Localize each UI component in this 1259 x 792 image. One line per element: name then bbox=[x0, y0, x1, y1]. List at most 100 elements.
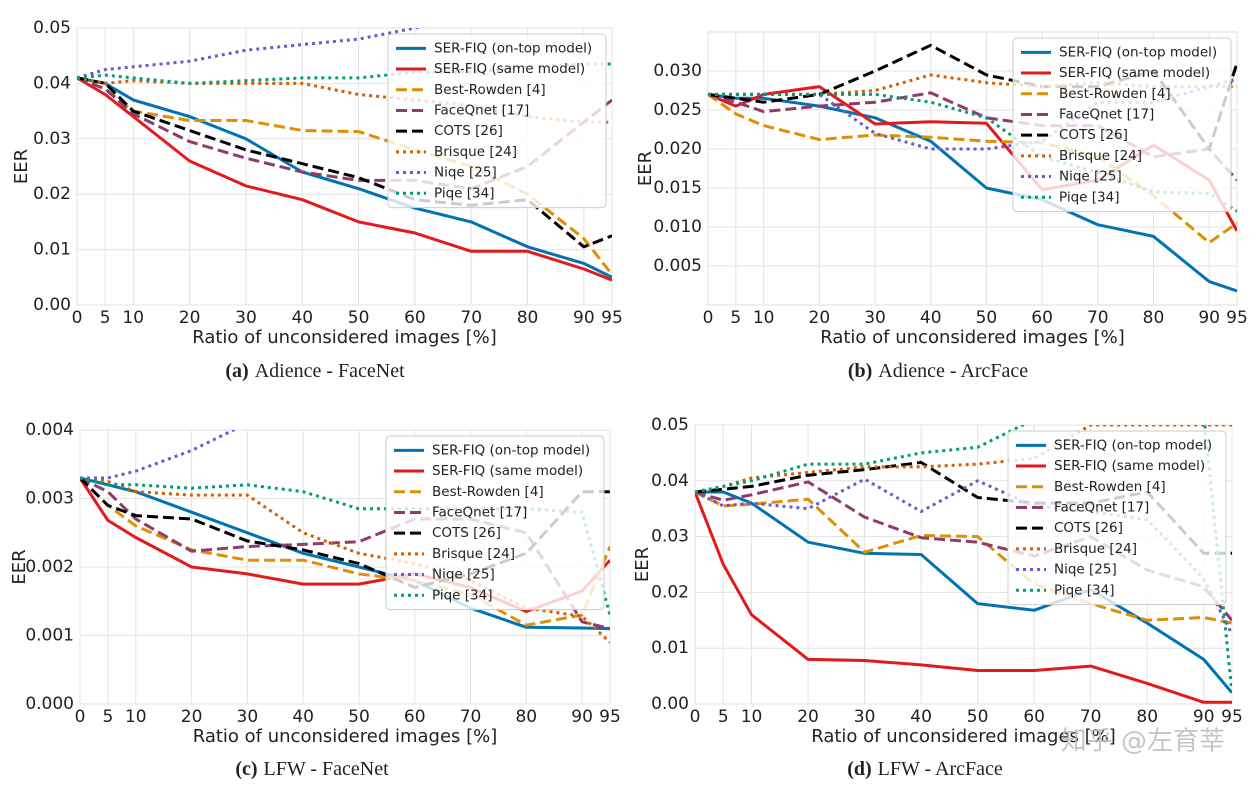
x-tick-label: 60 bbox=[1023, 707, 1045, 727]
x-tick-label: 40 bbox=[292, 707, 314, 727]
legend-label: Niqe [25] bbox=[432, 567, 495, 583]
y-tick-label: 0.05 bbox=[33, 18, 71, 38]
x-tick-label: 0 bbox=[75, 707, 86, 727]
x-tick-label: 90 bbox=[573, 308, 595, 328]
x-tick-label: 20 bbox=[809, 308, 831, 328]
legend-label: FaceQnet [17] bbox=[432, 504, 527, 520]
y-tick-label: 0.03 bbox=[651, 527, 689, 547]
series-line bbox=[80, 476, 610, 631]
series-line bbox=[695, 490, 1232, 625]
series-line bbox=[695, 425, 1232, 693]
y-tick-label: 0.004 bbox=[25, 420, 74, 440]
caption: (d) LFW - ArcFace bbox=[847, 758, 1003, 780]
x-tick-label: 90 bbox=[1198, 308, 1220, 328]
x-axis-label: Ratio of unconsidered images [%] bbox=[811, 726, 1116, 747]
x-tick-label: 10 bbox=[122, 308, 144, 328]
legend: SER-FIQ (on-top model) SER-FIQ (same mode… bbox=[385, 435, 605, 611]
x-tick-label: 90 bbox=[1193, 707, 1215, 727]
x-axis-label: Ratio of unconsidered images [%] bbox=[192, 327, 497, 348]
y-tick-label: 0.02 bbox=[651, 582, 689, 602]
panel: 0.005 0.010 0.015 0.020 0.025 0.030 0 5 10 20 30 40… bbox=[635, 31, 1248, 382]
y-tick-label: 0.005 bbox=[653, 256, 702, 276]
legend-label: Brisque [24] bbox=[1054, 541, 1137, 557]
caption-text: Adience - FaceNet bbox=[255, 360, 405, 382]
legend-label: Best-Rowden [4] bbox=[1059, 86, 1171, 102]
legend-label: Piqe [34] bbox=[1054, 582, 1114, 598]
series-line bbox=[77, 76, 612, 282]
x-tick-label: 10 bbox=[753, 308, 775, 328]
series-line bbox=[695, 490, 1232, 694]
x-tick-label: 60 bbox=[404, 308, 426, 328]
legend-label: Niqe [25] bbox=[1059, 169, 1122, 185]
x-tick-label: 90 bbox=[571, 707, 593, 727]
legend-label: COTS [26] bbox=[1054, 520, 1123, 536]
legend-label: Piqe [34] bbox=[434, 185, 494, 201]
legend-label: FaceQnet [17] bbox=[1054, 499, 1149, 515]
legend-box bbox=[385, 435, 605, 611]
legend-label: COTS [26] bbox=[1059, 127, 1128, 143]
x-tick-label: 50 bbox=[348, 707, 370, 727]
legend-label: Niqe [25] bbox=[1054, 562, 1117, 578]
legend-label: SER-FIQ (same model) bbox=[434, 61, 585, 77]
x-tick-label: 20 bbox=[797, 707, 819, 727]
x-tick-label: 70 bbox=[460, 308, 482, 328]
caption-text: LFW - FaceNet bbox=[264, 758, 390, 780]
y-tick-label: 0.020 bbox=[653, 139, 702, 159]
x-tick-label: 20 bbox=[181, 707, 203, 727]
y-tick-label: 0.002 bbox=[25, 557, 74, 577]
legend: SER-FIQ (on-top model) SER-FIQ (same mode… bbox=[387, 33, 607, 209]
legend-label: SER-FIQ (on-top model) bbox=[1059, 44, 1217, 60]
x-tick-label: 80 bbox=[515, 707, 537, 727]
x-tick-label: 95 bbox=[599, 707, 621, 727]
series-line bbox=[80, 430, 237, 480]
y-tick-label: 0.05 bbox=[651, 415, 689, 435]
legend-label: Brisque [24] bbox=[432, 546, 515, 562]
x-axis-label: Ratio of unconsidered images [%] bbox=[193, 726, 498, 747]
panel: 0.00 0.01 0.02 0.03 0.04 0.05 0 5 10 20 30 40 50 60 70… bbox=[632, 415, 1243, 780]
y-axis-label: EER bbox=[632, 547, 653, 582]
caption: (a) Adience - FaceNet bbox=[225, 360, 405, 382]
x-tick-label: 10 bbox=[125, 707, 147, 727]
watermark: 知乎 @左育莘 bbox=[1061, 727, 1225, 757]
x-tick-label: 50 bbox=[976, 308, 998, 328]
x-tick-label: 10 bbox=[741, 707, 763, 727]
legend-label: COTS [26] bbox=[434, 123, 503, 139]
y-tick-label: 0.003 bbox=[25, 489, 74, 509]
legend-label: Piqe [34] bbox=[432, 587, 492, 603]
legend-label: Niqe [25] bbox=[434, 165, 497, 181]
x-tick-label: 40 bbox=[291, 308, 313, 328]
legend-label: Best-Rowden [4] bbox=[432, 484, 544, 500]
y-tick-label: 0.01 bbox=[651, 638, 689, 658]
legend-box bbox=[1007, 430, 1227, 606]
x-tick-label: 80 bbox=[1136, 707, 1158, 727]
panel: 0.00 0.01 0.02 0.03 0.04 0.05 0 5 10 20 30 40 50 60 70… bbox=[11, 18, 623, 382]
y-tick-label: 0.00 bbox=[651, 694, 689, 714]
x-tick-label: 30 bbox=[235, 308, 257, 328]
legend-label: Brisque [24] bbox=[434, 144, 517, 160]
x-tick-label: 50 bbox=[348, 308, 370, 328]
legend-label: Best-Rowden [4] bbox=[1054, 479, 1166, 495]
panel: 0.000 0.001 0.002 0.003 0.004 0 5 10 20 30 40 50 60 7… bbox=[9, 420, 621, 780]
x-tick-label: 30 bbox=[854, 707, 876, 727]
y-tick-label: 0.001 bbox=[25, 626, 74, 646]
caption: (c) LFW - FaceNet bbox=[235, 758, 389, 780]
series-line bbox=[695, 460, 1232, 555]
x-tick-label: 0 bbox=[72, 308, 83, 328]
x-axis-label: Ratio of unconsidered images [%] bbox=[820, 327, 1125, 348]
x-tick-label: 30 bbox=[864, 308, 886, 328]
x-tick-label: 60 bbox=[404, 707, 426, 727]
series-line bbox=[80, 476, 610, 627]
caption-label: (c) bbox=[235, 758, 257, 780]
legend-label: FaceQnet [17] bbox=[434, 102, 529, 118]
x-tick-label: 0 bbox=[690, 707, 701, 727]
caption: (b) Adience - ArcFace bbox=[848, 360, 1028, 382]
y-tick-label: 0.04 bbox=[33, 73, 71, 93]
x-tick-label: 40 bbox=[910, 707, 932, 727]
y-axis-label: EER bbox=[635, 151, 656, 186]
x-tick-label: 0 bbox=[703, 308, 714, 328]
y-tick-label: 0.00 bbox=[33, 295, 71, 315]
legend: SER-FIQ (on-top model) SER-FIQ (same mode… bbox=[1007, 430, 1227, 606]
x-tick-label: 95 bbox=[1226, 308, 1248, 328]
series-line bbox=[695, 480, 1232, 622]
